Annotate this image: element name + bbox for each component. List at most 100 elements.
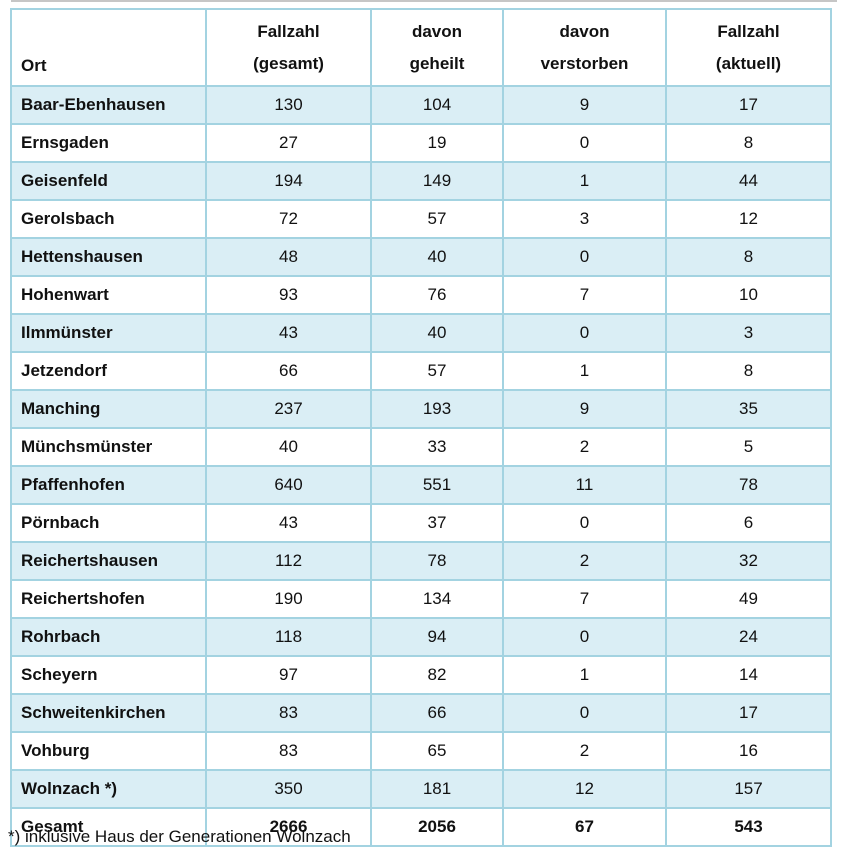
ort-cell: Hettenshausen [10, 237, 207, 277]
aktuell-cell: 6 [665, 503, 832, 543]
ort-cell: Münchsmünster [10, 427, 207, 467]
table-row: Ernsgaden 27 19 0 8 [10, 123, 832, 163]
table-row: Hohenwart 93 76 7 10 [10, 275, 832, 315]
table-row: Ilmmünster 43 40 0 3 [10, 313, 832, 353]
aktuell-cell: 12 [665, 199, 832, 239]
ort-cell: Jetzendorf [10, 351, 207, 391]
verstorben-cell: 0 [502, 123, 667, 163]
gesamt-cell: 237 [205, 389, 372, 429]
verstorben-cell: 67 [502, 807, 667, 847]
verstorben-cell: 0 [502, 313, 667, 353]
col-header-davon-verstorben: davon verstorben [502, 8, 667, 87]
gesamt-cell: 97 [205, 655, 372, 695]
geheilt-cell: 40 [370, 313, 504, 353]
aktuell-cell: 49 [665, 579, 832, 619]
geheilt-cell: 2056 [370, 807, 504, 847]
table-row: Geisenfeld 194 149 1 44 [10, 161, 832, 201]
table-body: Baar-Ebenhausen 130 104 9 17 Ernsgaden 27 19 0 8 G… [10, 85, 832, 847]
gesamt-cell: 40 [205, 427, 372, 467]
col-header-fallzahl-aktuell: Fallzahl (aktuell) [665, 8, 832, 87]
geheilt-cell: 57 [370, 199, 504, 239]
ort-cell: Ilmmünster [10, 313, 207, 353]
covid-cases-table: Ort Fallzahl (gesamt) davon geheilt davo… [10, 8, 832, 847]
table-row: Schweitenkirchen 83 66 0 17 [10, 693, 832, 733]
aktuell-cell: 17 [665, 85, 832, 125]
gesamt-cell: 48 [205, 237, 372, 277]
gesamt-cell: 93 [205, 275, 372, 315]
header-line: geheilt [409, 53, 465, 73]
geheilt-cell: 104 [370, 85, 504, 125]
table-row: Pörnbach 43 37 0 6 [10, 503, 832, 543]
gesamt-cell: 130 [205, 85, 372, 125]
verstorben-cell: 1 [502, 351, 667, 391]
table-row: Reichertshofen 190 134 7 49 [10, 579, 832, 619]
verstorben-cell: 7 [502, 579, 667, 619]
gesamt-cell: 43 [205, 313, 372, 353]
aktuell-cell: 32 [665, 541, 832, 581]
ort-cell: Scheyern [10, 655, 207, 695]
geheilt-cell: 40 [370, 237, 504, 277]
verstorben-cell: 7 [502, 275, 667, 315]
geheilt-cell: 193 [370, 389, 504, 429]
gesamt-cell: 640 [205, 465, 372, 505]
table-row: Scheyern 97 82 1 14 [10, 655, 832, 695]
geheilt-cell: 37 [370, 503, 504, 543]
table-row: Manching 237 193 9 35 [10, 389, 832, 429]
header-line: Fallzahl [257, 22, 320, 42]
geheilt-cell: 551 [370, 465, 504, 505]
gesamt-cell: 194 [205, 161, 372, 201]
footnote: *) inklusive Haus der Generationen Wolnz… [8, 827, 351, 846]
verstorben-cell: 0 [502, 617, 667, 657]
verstorben-cell: 2 [502, 427, 667, 467]
geheilt-cell: 134 [370, 579, 504, 619]
aktuell-cell: 10 [665, 275, 832, 315]
header-line: verstorben [540, 53, 629, 73]
ort-cell: Wolnzach *) [10, 769, 207, 809]
verstorben-cell: 2 [502, 541, 667, 581]
gesamt-cell: 112 [205, 541, 372, 581]
ort-cell: Baar-Ebenhausen [10, 85, 207, 125]
aktuell-cell: 16 [665, 731, 832, 771]
ort-cell: Reichertshofen [10, 579, 207, 619]
verstorben-cell: 1 [502, 161, 667, 201]
ort-cell: Rohrbach [10, 617, 207, 657]
verstorben-cell: 3 [502, 199, 667, 239]
aktuell-cell: 17 [665, 693, 832, 733]
total-row: Gesamt 2666 2056 67 543 [10, 807, 832, 847]
table-row: Hettenshausen 48 40 0 8 [10, 237, 832, 277]
aktuell-cell: 8 [665, 123, 832, 163]
verstorben-cell: 9 [502, 85, 667, 125]
gesamt-cell: 118 [205, 617, 372, 657]
header-line: davon [559, 22, 610, 42]
verstorben-cell: 1 [502, 655, 667, 695]
verstorben-cell: 2 [502, 731, 667, 771]
header-line: (gesamt) [253, 53, 324, 73]
gesamt-cell: 83 [205, 693, 372, 733]
col-header-ort: Ort [10, 8, 207, 87]
aktuell-cell: 14 [665, 655, 832, 695]
header-line: Ort [21, 55, 47, 75]
header-line: Fallzahl [717, 22, 780, 42]
gesamt-cell: 43 [205, 503, 372, 543]
gesamt-cell: 83 [205, 731, 372, 771]
aktuell-cell: 157 [665, 769, 832, 809]
aktuell-cell: 543 [665, 807, 832, 847]
col-header-fallzahl-gesamt: Fallzahl (gesamt) [205, 8, 372, 87]
ort-cell: Manching [10, 389, 207, 429]
ort-cell: Hohenwart [10, 275, 207, 315]
table-row: Rohrbach 118 94 0 24 [10, 617, 832, 657]
ort-cell: Reichertshausen [10, 541, 207, 581]
geheilt-cell: 78 [370, 541, 504, 581]
aktuell-cell: 8 [665, 351, 832, 391]
aktuell-cell: 5 [665, 427, 832, 467]
aktuell-cell: 24 [665, 617, 832, 657]
table-row: Münchsmünster 40 33 2 5 [10, 427, 832, 467]
geheilt-cell: 66 [370, 693, 504, 733]
table-row: Baar-Ebenhausen 130 104 9 17 [10, 85, 832, 125]
aktuell-cell: 78 [665, 465, 832, 505]
geheilt-cell: 94 [370, 617, 504, 657]
ort-cell: Gesamt [10, 807, 207, 847]
verstorben-cell: 0 [502, 693, 667, 733]
gesamt-cell: 72 [205, 199, 372, 239]
